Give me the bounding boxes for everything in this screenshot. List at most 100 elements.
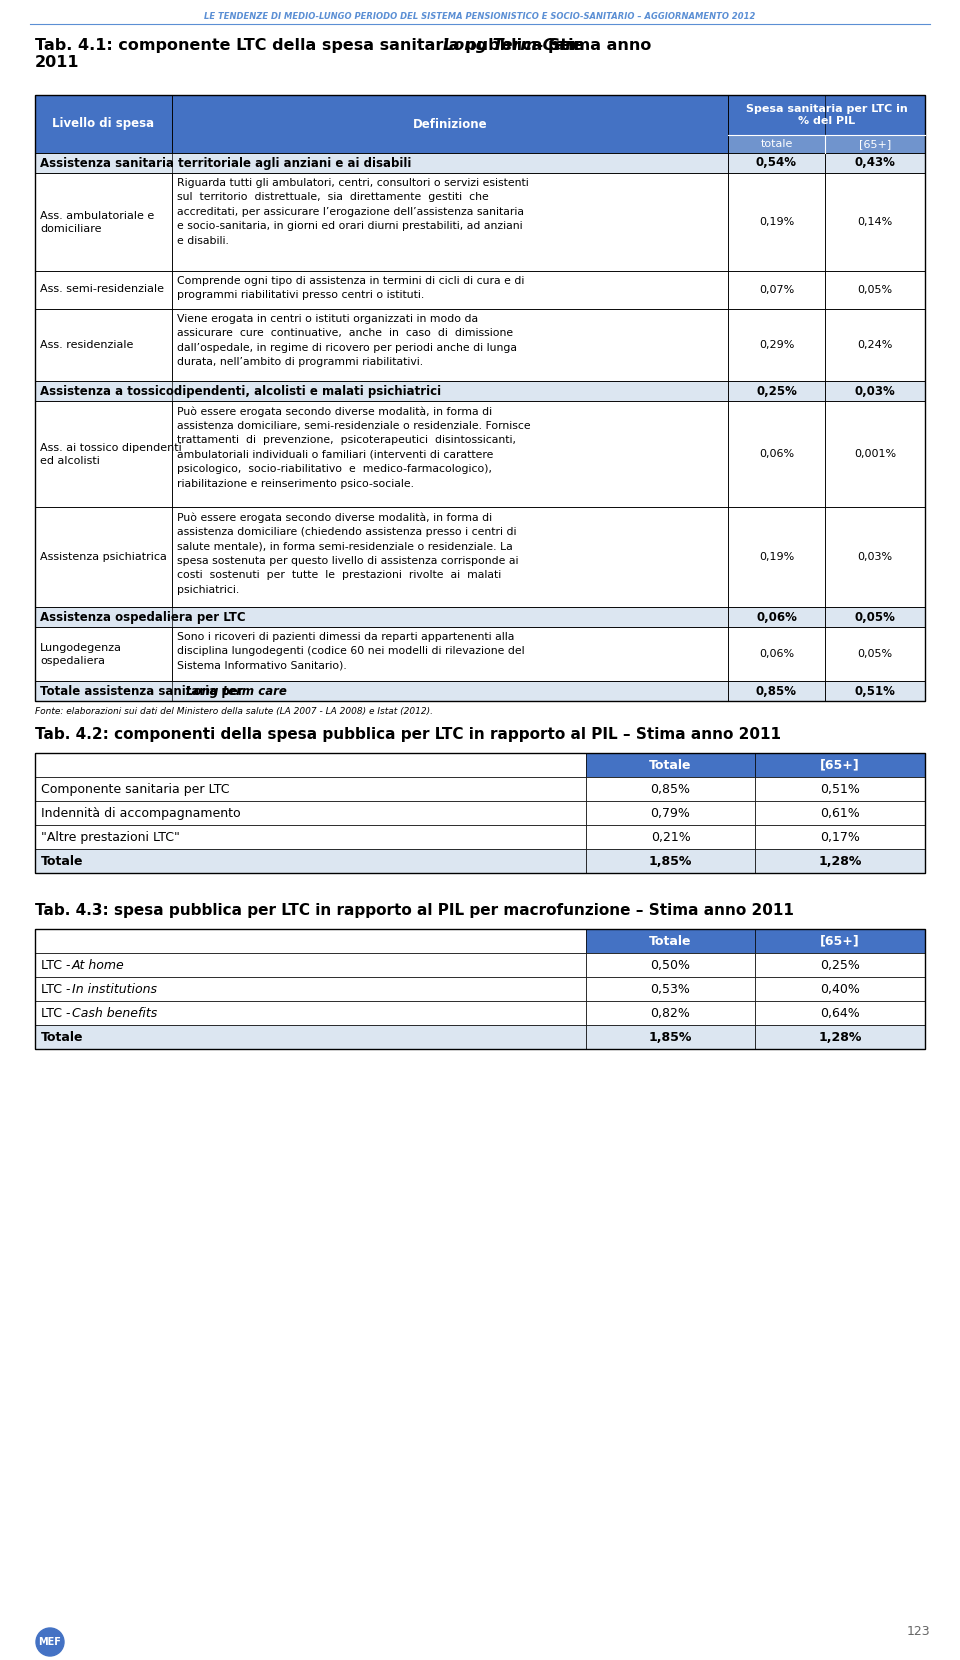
Bar	[728, 271, 825, 309]
Text: 1,28%: 1,28%	[818, 855, 862, 868]
Bar	[755, 1001, 925, 1024]
Text: 0,82%: 0,82%	[651, 1006, 690, 1019]
Bar	[728, 608, 825, 627]
Text: 0,51%: 0,51%	[820, 782, 860, 795]
Bar	[35, 382, 728, 402]
Text: Viene erogata in centri o istituti organizzati in modo da
assicurare  cure  cont: Viene erogata in centri o istituti organ…	[177, 314, 517, 367]
Text: At home: At home	[72, 958, 125, 971]
Bar	[586, 802, 755, 825]
Text: 0,64%: 0,64%	[820, 1006, 860, 1019]
Text: [65+]: [65+]	[820, 759, 860, 772]
Bar	[728, 134, 825, 153]
Bar	[35, 802, 586, 825]
Text: In institutions: In institutions	[72, 983, 156, 996]
Bar	[728, 173, 825, 271]
Text: 0,06%: 0,06%	[756, 611, 797, 624]
Bar	[35, 271, 172, 309]
Text: Assistenza sanitaria territoriale agli anziani e ai disabili: Assistenza sanitaria territoriale agli a…	[40, 156, 412, 169]
Bar	[755, 848, 925, 873]
Text: 0,03%: 0,03%	[857, 553, 893, 563]
Bar	[825, 382, 925, 402]
Text: 0,85%: 0,85%	[651, 782, 690, 795]
Text: 0,19%: 0,19%	[758, 553, 794, 563]
Text: Long term care: Long term care	[185, 684, 286, 697]
Text: 0,50%: 0,50%	[651, 958, 690, 971]
Bar	[35, 506, 172, 608]
Bar	[728, 506, 825, 608]
Text: Assistenza a tossicodipendenti, alcolisti e malati psichiatrici: Assistenza a tossicodipendenti, alcolist…	[40, 385, 442, 397]
Text: [65+]: [65+]	[820, 935, 860, 948]
Bar	[172, 271, 728, 309]
Text: Comprende ogni tipo di assistenza in termini di cicli di cura e di
programmi ria: Comprende ogni tipo di assistenza in ter…	[177, 276, 524, 300]
Bar	[755, 1024, 925, 1049]
Bar	[586, 953, 755, 978]
Text: MEF: MEF	[38, 1637, 61, 1647]
Text: Livello di spesa: Livello di spesa	[53, 118, 155, 131]
Bar	[825, 402, 925, 506]
Bar	[35, 95, 925, 701]
Bar	[728, 402, 825, 506]
Bar	[825, 271, 925, 309]
Text: 0,25%: 0,25%	[756, 385, 797, 397]
Text: LTC -: LTC -	[41, 1006, 75, 1019]
Text: 0,07%: 0,07%	[758, 286, 794, 295]
Text: Può essere erogata secondo diverse modalità, in forma di
assistenza domiciliare,: Può essere erogata secondo diverse modal…	[177, 407, 531, 488]
Text: Definizione: Definizione	[413, 118, 488, 131]
Text: Totale: Totale	[41, 855, 84, 868]
Text: Assistenza psichiatrica: Assistenza psichiatrica	[40, 551, 167, 561]
Bar	[172, 173, 728, 271]
Bar	[35, 930, 586, 953]
Bar	[35, 848, 586, 873]
Text: Tab. 4.2: componenti della spesa pubblica per LTC in rapporto al PIL – Stima ann: Tab. 4.2: componenti della spesa pubblic…	[35, 727, 781, 742]
Bar	[35, 777, 586, 802]
Bar	[728, 309, 825, 382]
Bar	[35, 1024, 586, 1049]
Text: Ass. semi-residenziale: Ass. semi-residenziale	[40, 284, 164, 294]
Text: 0,85%: 0,85%	[756, 684, 797, 697]
Bar	[35, 173, 172, 271]
Bar	[35, 153, 728, 173]
Bar	[728, 681, 825, 701]
Bar	[35, 1001, 586, 1024]
Text: 0,40%: 0,40%	[820, 983, 860, 996]
Text: 0,21%: 0,21%	[651, 830, 690, 843]
Text: [65+]: [65+]	[859, 139, 891, 149]
Bar	[35, 627, 172, 681]
Bar	[172, 95, 728, 153]
Bar	[172, 402, 728, 506]
Text: Ass. ambulatoriale e
domiciliare: Ass. ambulatoriale e domiciliare	[40, 211, 155, 234]
Bar	[586, 930, 755, 953]
Bar	[755, 930, 925, 953]
Text: Ass. ai tossico dipendenti
ed alcolisti: Ass. ai tossico dipendenti ed alcolisti	[40, 443, 181, 466]
Bar	[586, 1024, 755, 1049]
Text: Può essere erogata secondo diverse modalità, in forma di
assistenza domiciliare : Può essere erogata secondo diverse modal…	[177, 511, 518, 594]
Bar	[825, 173, 925, 271]
Text: Riguarda tutti gli ambulatori, centri, consultori o servizi esistenti
sul  terri: Riguarda tutti gli ambulatori, centri, c…	[177, 178, 529, 246]
Text: 0,54%: 0,54%	[756, 156, 797, 169]
Text: Fonte: elaborazioni sui dati del Ministero della salute (LA 2007 - LA 2008) e Is: Fonte: elaborazioni sui dati del Ministe…	[35, 707, 433, 715]
Text: Sono i ricoveri di pazienti dimessi da reparti appartenenti alla
disciplina lung: Sono i ricoveri di pazienti dimessi da r…	[177, 632, 524, 671]
Bar	[825, 134, 925, 153]
Text: 0,001%: 0,001%	[854, 448, 896, 460]
Text: 0,53%: 0,53%	[651, 983, 690, 996]
Text: "Altre prestazioni LTC": "Altre prestazioni LTC"	[41, 830, 180, 843]
Circle shape	[36, 1628, 64, 1657]
Bar	[825, 506, 925, 608]
Text: 0,17%: 0,17%	[820, 830, 860, 843]
Bar	[586, 825, 755, 848]
Text: 1,85%: 1,85%	[649, 855, 692, 868]
Bar	[35, 930, 925, 1049]
Bar	[172, 309, 728, 382]
Text: 0,03%: 0,03%	[854, 385, 896, 397]
Bar	[586, 978, 755, 1001]
Bar	[755, 754, 925, 777]
Bar	[35, 402, 172, 506]
Text: 0,06%: 0,06%	[759, 448, 794, 460]
Text: Indennità di accompagnamento: Indennità di accompagnamento	[41, 807, 241, 820]
Bar	[728, 382, 825, 402]
Text: 0,05%: 0,05%	[857, 286, 893, 295]
Bar	[35, 953, 586, 978]
Text: 0,24%: 0,24%	[857, 340, 893, 350]
Text: 1,28%: 1,28%	[818, 1031, 862, 1044]
Text: 0,43%: 0,43%	[854, 156, 896, 169]
